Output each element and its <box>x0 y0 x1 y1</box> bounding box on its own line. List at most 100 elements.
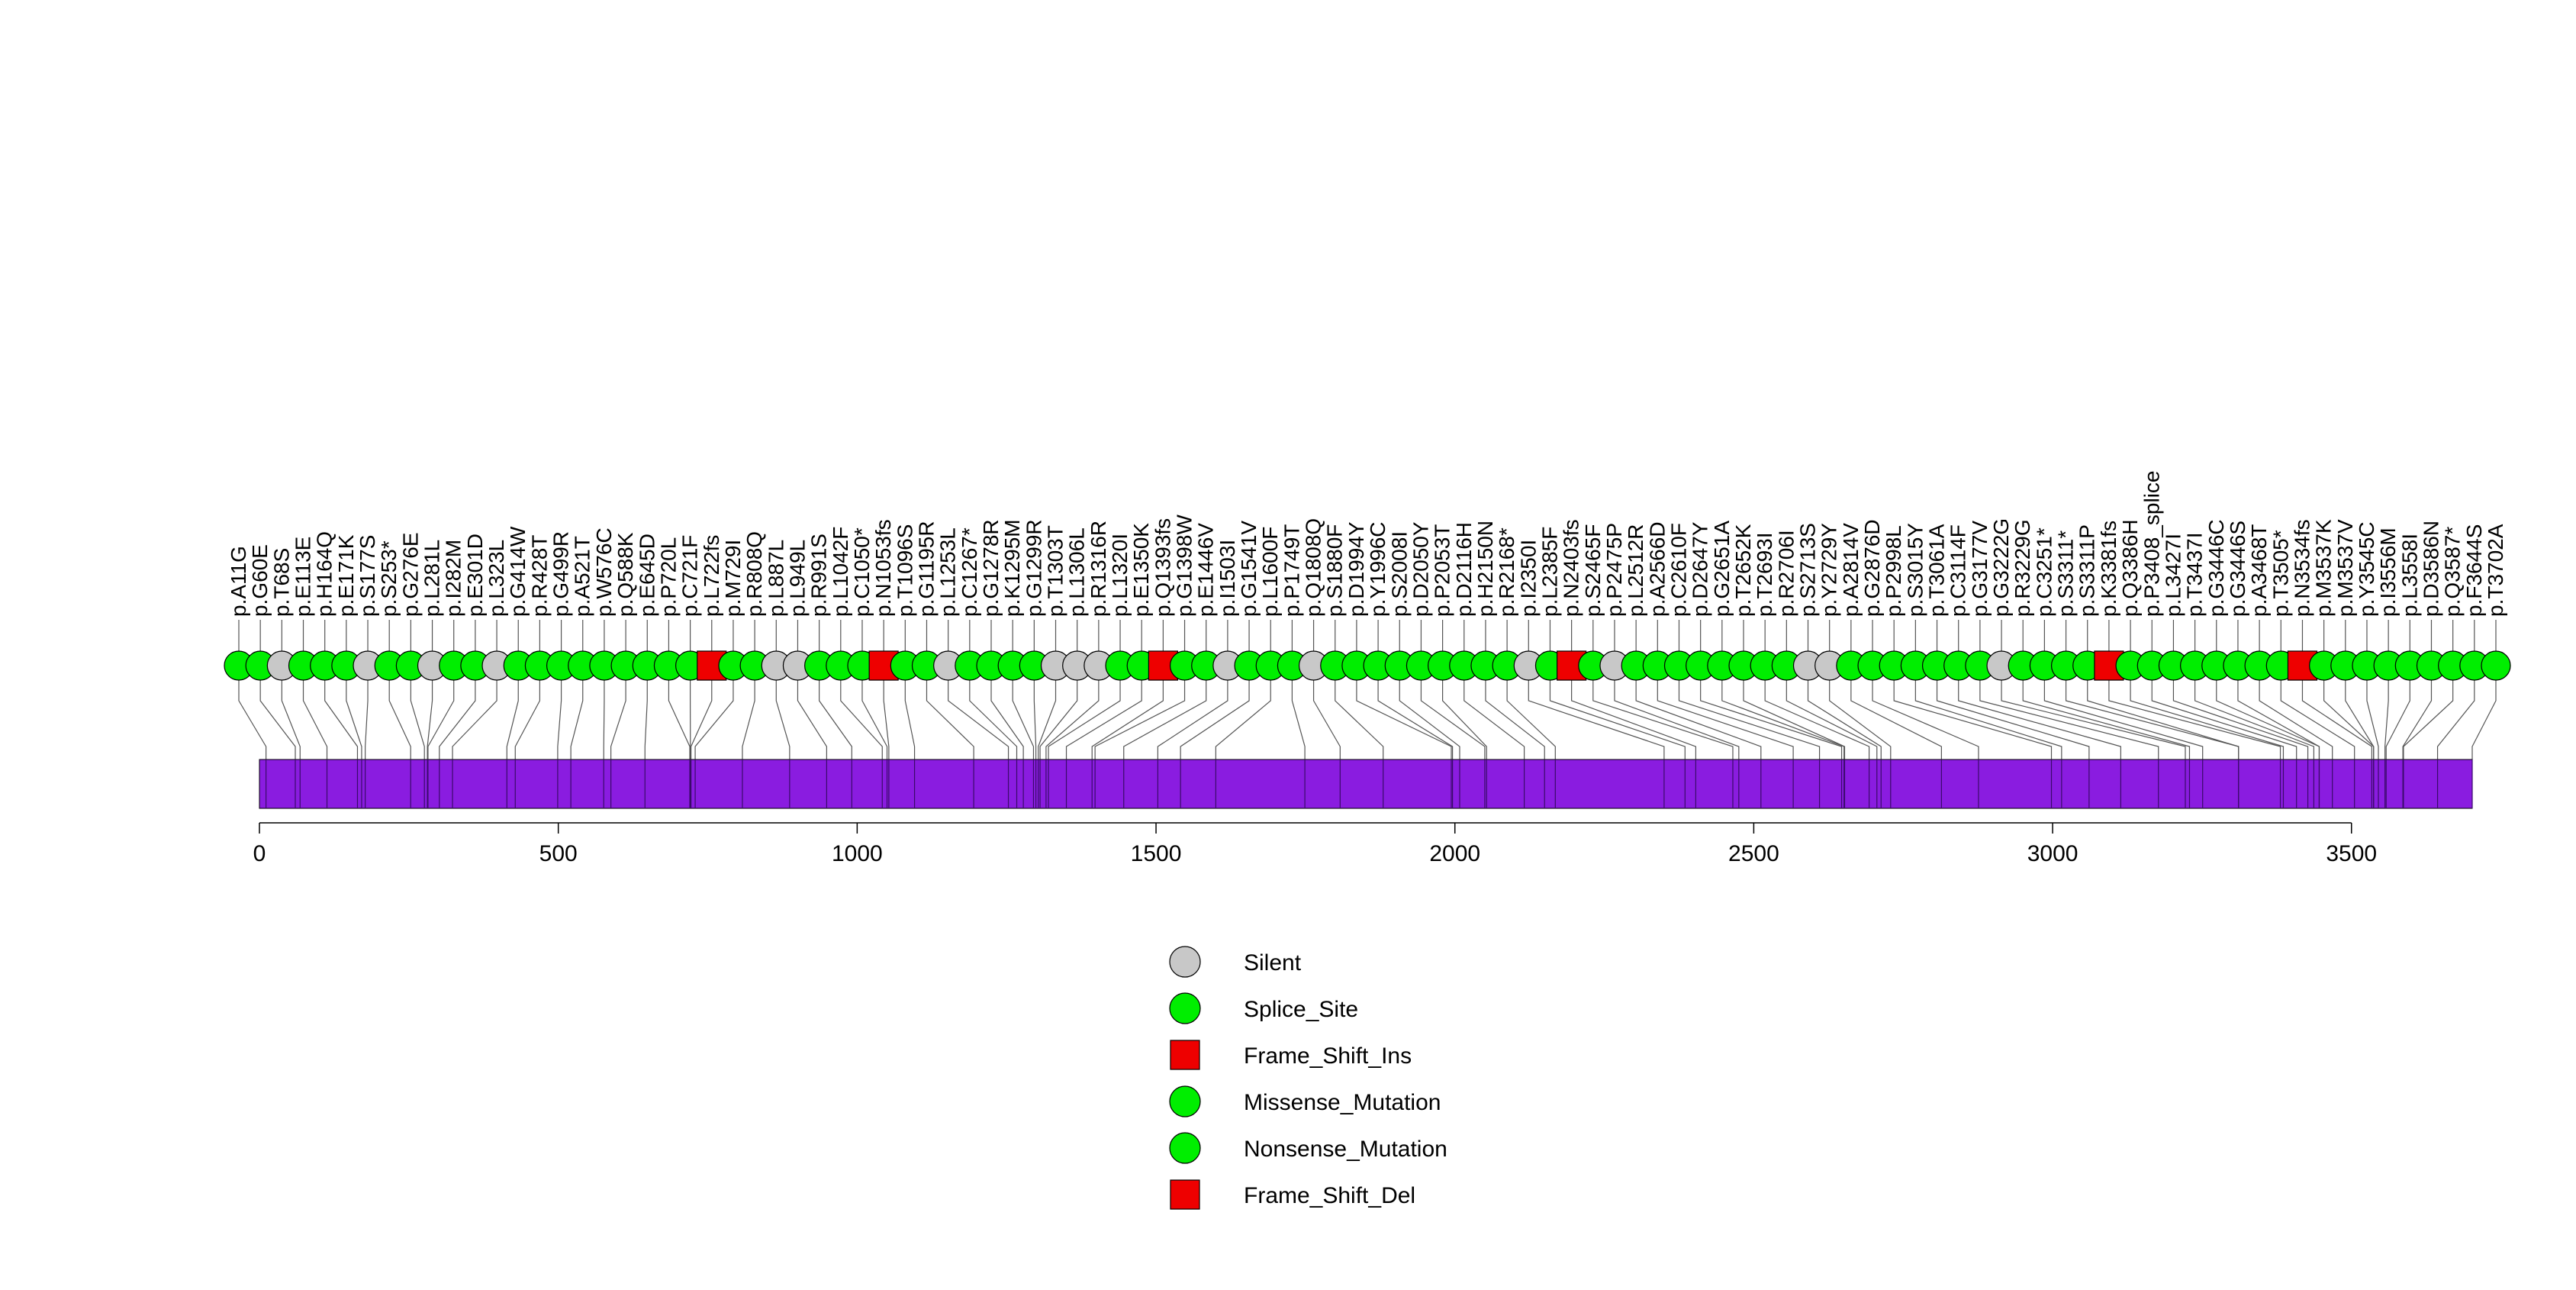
connector-line <box>452 680 497 759</box>
connector-line <box>1094 680 1186 759</box>
x-tick-label: 1500 <box>1131 841 1182 866</box>
connector-line <box>1700 680 1843 759</box>
connector-line <box>302 680 328 759</box>
connector-line <box>2022 680 2191 759</box>
mutation-label: p.D3586N <box>2419 521 2442 617</box>
connector-line <box>1979 680 2159 759</box>
mutation-label: p.D2647Y <box>1689 521 1712 617</box>
connector-line <box>2237 680 2320 759</box>
connector-line <box>1743 680 1846 759</box>
mutation-label: p.T3061A <box>1925 524 1949 617</box>
legend-marker-frame-shift-del <box>1170 1179 1200 1210</box>
mutation-label: p.G3446S <box>2226 521 2249 617</box>
mutation-label: p.C3251* <box>2032 527 2056 617</box>
connector-line <box>2403 680 2454 759</box>
mutation-label: p.R808Q <box>742 531 766 617</box>
mutation-label: p.L3558I <box>2397 534 2421 617</box>
mutation-label: p.C1267* <box>958 527 981 617</box>
connector-line <box>2280 680 2355 759</box>
mutation-label: p.S2713S <box>1796 523 1820 617</box>
connector-line <box>1463 680 1525 759</box>
legend-label: Frame_Shift_Del <box>1244 1183 1415 1208</box>
connector-line <box>1657 680 1794 759</box>
connector-line <box>2471 680 2497 759</box>
connector-line <box>1091 680 1164 759</box>
mutation-label: p.M3537K <box>2312 519 2336 617</box>
x-axis: 0 500 1000 1500 2000 2500 3000 3500 <box>253 822 2377 866</box>
connector-line <box>1785 680 1878 759</box>
mutation-label: p.D1994Y <box>1344 521 1368 617</box>
connector-line <box>1485 680 1545 759</box>
mutation-label: p.C3114F <box>1946 524 1970 617</box>
mutation-label: p.L1042F <box>829 527 852 617</box>
mutation-label: p.G1299R <box>1022 519 1045 617</box>
connector-line <box>2436 680 2475 759</box>
mutation-label: p.R2168* <box>1495 527 1518 617</box>
mutation-label: p.G3446C <box>2204 519 2228 617</box>
mutation-label: p.G414W <box>506 526 530 617</box>
legend-label: Splice_Site <box>1244 997 1358 1022</box>
connector-line <box>1399 680 1460 759</box>
mutation-label: p.E301D <box>463 534 487 617</box>
connector-line <box>1958 680 2121 759</box>
protein-position-lines <box>266 759 2473 808</box>
connector-line <box>1829 680 1892 759</box>
mutation-label: p.C1050* <box>850 527 874 617</box>
mutation-label: p.R991S <box>807 534 831 617</box>
connector-line <box>1872 680 1979 759</box>
mutation-label: p.S3015Y <box>1903 523 1927 617</box>
mutation-label: p.I3556M <box>2376 527 2400 617</box>
connector-line <box>644 680 648 759</box>
connector-line <box>990 680 1024 759</box>
mutation-label: p.L3427I <box>2161 534 2185 617</box>
mutation-label: p.R2706I <box>1774 530 1798 617</box>
mutation-label: p.A11G <box>227 546 250 617</box>
connector-line <box>1420 680 1486 759</box>
connector-line <box>439 680 476 759</box>
mutation-label: p.A2566D <box>1645 521 1669 617</box>
connector-line <box>1123 680 1207 759</box>
mutation-label: p.E171K <box>334 534 358 617</box>
connector-line <box>1045 680 1100 759</box>
connector-line <box>861 680 888 759</box>
mutation-label: p.R3229G <box>2011 519 2034 617</box>
mutation-label: p.Q3386H <box>2118 519 2142 617</box>
connector-line <box>1807 680 1882 759</box>
mutation-label: p.F3644S <box>2462 524 2486 617</box>
mutation-label: p.Q1808Q <box>1302 518 1325 617</box>
x-tick-label: 2500 <box>1728 841 1779 866</box>
mutation-label: p.S3311P <box>2075 524 2099 617</box>
mutation-label: p.L281L <box>420 540 444 617</box>
mutation-label: p.T3702A <box>2484 524 2507 617</box>
connector-line <box>1356 680 1452 759</box>
connector-line <box>514 680 541 759</box>
connector-line <box>775 680 791 759</box>
connector-line <box>388 680 411 759</box>
legend: Silent Splice_Site Frame_Shift_Ins Missense… <box>1169 946 1447 1210</box>
connector-line <box>1377 680 1454 759</box>
mutation-label: p.T2652K <box>1731 524 1755 617</box>
mutation-label: p.G1541V <box>1237 521 1261 617</box>
mutation-label: p.T3437I <box>2183 532 2207 617</box>
connector-line <box>281 680 301 759</box>
connector-line <box>1215 680 1271 759</box>
mutation-label: p.D2116H <box>1452 522 1476 617</box>
connector-line <box>1038 680 1057 759</box>
mutation-label: p.K1295M <box>1000 519 1024 617</box>
connector-line <box>1441 680 1487 759</box>
connector-line <box>948 680 1009 759</box>
mutation-label: p.G60E <box>248 544 272 617</box>
connector-line <box>840 680 883 759</box>
mutation-label: p.A521T <box>571 536 594 617</box>
mutation-label: p.M729I <box>721 540 745 617</box>
connector-line <box>365 680 369 759</box>
mutation-label: p.S177S <box>356 535 379 617</box>
mutation-label: p.S2008I <box>1387 531 1411 617</box>
connector-line <box>1592 680 1734 759</box>
mutation-label: p.G3177V <box>1968 521 1992 617</box>
mutation-label: p.L2385F <box>1538 527 1561 617</box>
mutation-label: p.A3468T <box>2247 524 2271 617</box>
mutation-label: p.S1880F <box>1323 524 1347 617</box>
mutation-label: p.P3408_splice <box>2140 471 2163 617</box>
connector-line <box>410 680 425 759</box>
